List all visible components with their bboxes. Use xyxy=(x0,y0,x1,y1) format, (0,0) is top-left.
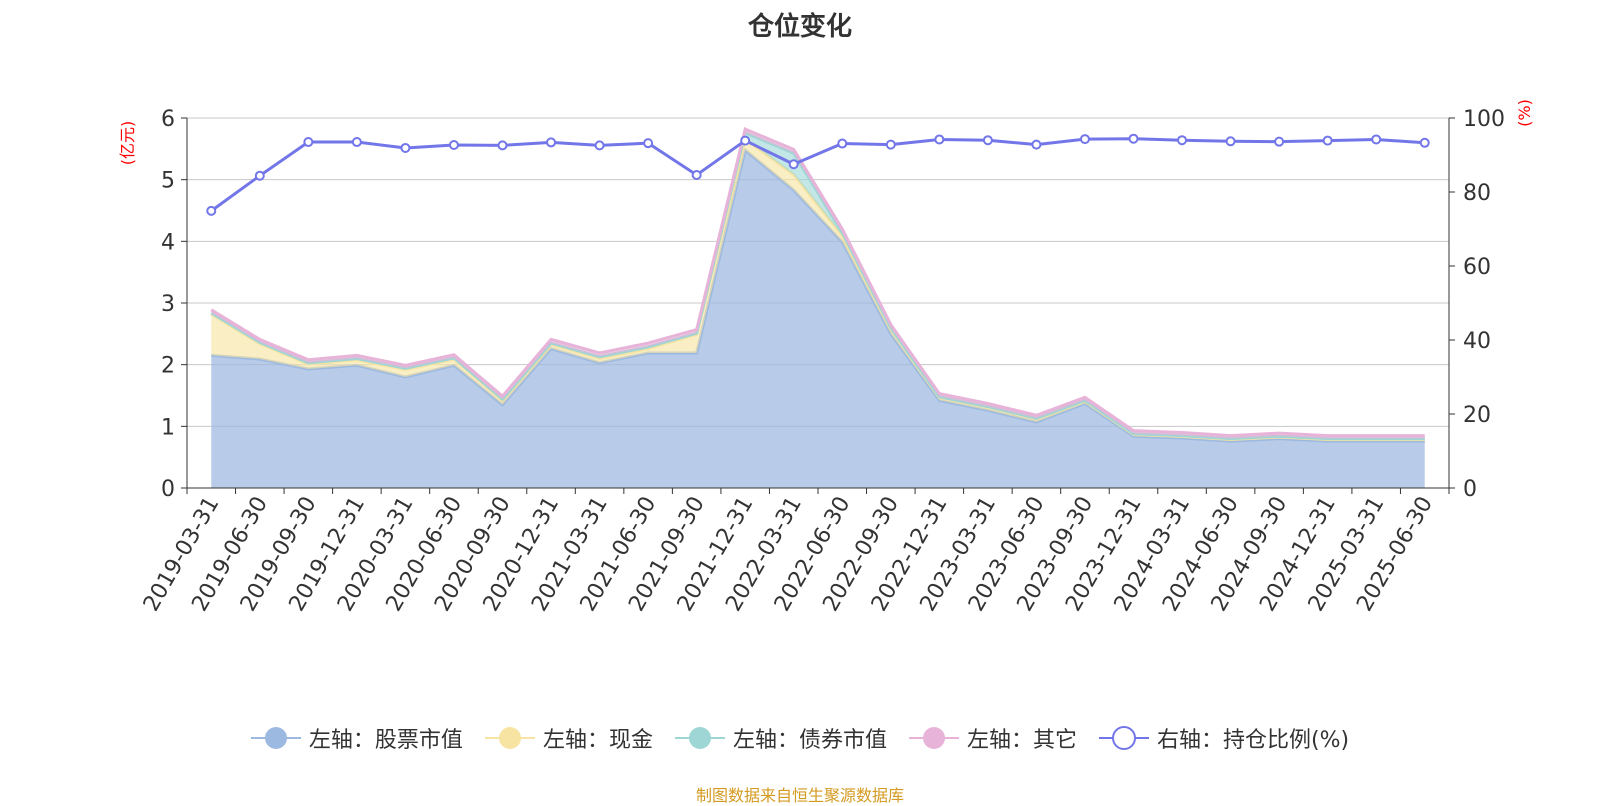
ratio-point xyxy=(1031,139,1042,150)
area-edge-bond xyxy=(210,130,1425,441)
ratio-point xyxy=(594,140,605,151)
ratio-point xyxy=(206,205,217,216)
legend-label-stock: 左轴：股票市值 xyxy=(308,728,463,753)
left-tick-label: 1 xyxy=(161,415,175,440)
right-tick-label: 0 xyxy=(1463,477,1477,502)
right-tick-label: 100 xyxy=(1463,107,1505,132)
legend-cash-icon xyxy=(484,727,535,749)
right-tick-label: 40 xyxy=(1463,329,1491,354)
legend-label-cash: 左轴：现金 xyxy=(542,728,653,753)
ratio-point xyxy=(1322,135,1333,146)
right-tick-label: 20 xyxy=(1463,403,1491,428)
right-axis-unit-label: (%) xyxy=(1515,99,1534,127)
ratio-point xyxy=(643,138,654,149)
legend-item-bond[interactable]: 左轴：债券市值 xyxy=(674,722,887,754)
ratio-point xyxy=(740,135,751,146)
ratio-point xyxy=(1419,137,1430,148)
left-tick-label: 2 xyxy=(161,354,175,379)
ratio-line-path xyxy=(210,137,1425,213)
area-edge-other xyxy=(210,127,1425,438)
ratio-point xyxy=(885,139,896,150)
ratio-line xyxy=(206,133,1430,216)
area-stock xyxy=(211,150,1425,489)
left-tick-label: 4 xyxy=(161,230,175,255)
stacked-areas xyxy=(210,127,1425,489)
ratio-point xyxy=(1128,133,1139,144)
ratio-point xyxy=(691,169,702,180)
ratio-point xyxy=(497,140,508,151)
ratio-point xyxy=(1371,134,1382,145)
ratio-point xyxy=(351,137,362,148)
legend-item-other[interactable]: 左轴：其它 xyxy=(908,722,1077,754)
left-tick-label: 0 xyxy=(161,477,175,502)
ratio-point xyxy=(837,138,848,149)
legend-item-stock[interactable]: 左轴：股票市值 xyxy=(250,722,463,754)
ratio-point xyxy=(1177,135,1188,146)
ratio-point xyxy=(982,135,993,146)
legend-bond-icon xyxy=(674,727,725,749)
legend-label-ratio: 右轴：持仓比例(%) xyxy=(1156,728,1350,753)
left-axis-unit-label: (亿元) xyxy=(118,121,137,166)
legend-item-cash[interactable]: 左轴：现金 xyxy=(484,722,653,754)
right-tick-label: 60 xyxy=(1463,255,1491,280)
legend-item-ratio[interactable]: 右轴：持仓比例(%) xyxy=(1098,722,1350,754)
legend-label-other: 左轴：其它 xyxy=(966,728,1077,753)
legend-stock-icon xyxy=(250,727,301,749)
ratio-point xyxy=(788,159,799,170)
ratio-point xyxy=(1225,136,1236,147)
ratio-point xyxy=(1079,134,1090,145)
ratio-point xyxy=(448,140,459,151)
legend: 左轴：股票市值 左轴：现金 左轴：债券市值 左轴：其它 右轴：持仓比例(%) xyxy=(0,722,1600,754)
legend-other-icon xyxy=(908,727,959,749)
right-tick-label: 80 xyxy=(1463,181,1491,206)
left-tick-label: 3 xyxy=(161,292,175,317)
ratio-point xyxy=(546,137,557,148)
legend-label-bond: 左轴：债券市值 xyxy=(732,728,887,753)
left-tick-label: 6 xyxy=(161,107,175,132)
legend-ratio-icon xyxy=(1098,726,1149,750)
ratio-point xyxy=(303,137,314,148)
left-tick-label: 5 xyxy=(161,169,175,194)
ratio-point xyxy=(934,134,945,145)
ratio-point xyxy=(254,170,265,181)
ratio-point xyxy=(1274,136,1285,147)
data-source-note: 制图数据来自恒生聚源数据库 xyxy=(695,786,904,805)
ratio-point xyxy=(400,142,411,153)
chart-title: 仓位变化 xyxy=(747,12,852,42)
